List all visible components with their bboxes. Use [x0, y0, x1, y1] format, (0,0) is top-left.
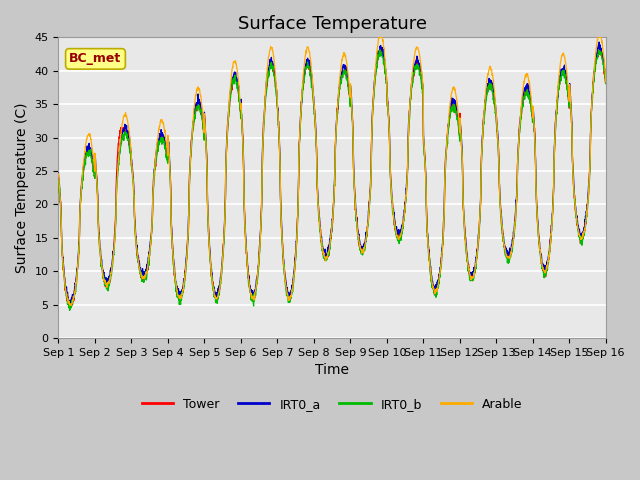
Tower: [492, 106, 499, 111]
IRT0_b: [554, 95, 562, 101]
IRT0_b: [360, 248, 368, 254]
X-axis label: Time: Time: [315, 363, 349, 377]
Title: Surface Temperature: Surface Temperature: [237, 15, 427, 33]
Tower: [554, 94, 561, 99]
Legend: Tower, IRT0_a, IRT0_b, Arable: Tower, IRT0_a, IRT0_b, Arable: [137, 393, 527, 416]
Tower: [348, 109, 356, 115]
Arable: [569, 172, 577, 178]
IRT0_b: [66, 308, 74, 313]
Line: Tower: Tower: [58, 49, 605, 308]
Arable: [602, 79, 609, 85]
IRT0_a: [492, 101, 499, 107]
Line: Arable: Arable: [58, 37, 605, 305]
IRT0_b: [54, 178, 62, 184]
IRT0_b: [602, 81, 609, 86]
Arable: [360, 245, 368, 251]
Arable: [207, 268, 215, 274]
Tower: [596, 46, 604, 52]
IRT0_a: [569, 163, 577, 168]
Y-axis label: Surface Temperature (C): Surface Temperature (C): [15, 103, 29, 273]
Line: IRT0_a: IRT0_a: [58, 42, 605, 306]
IRT0_a: [554, 94, 561, 99]
Tower: [602, 81, 609, 86]
Line: IRT0_b: IRT0_b: [58, 50, 605, 311]
Arable: [375, 35, 383, 40]
Text: BC_met: BC_met: [69, 52, 122, 65]
Arable: [348, 107, 356, 112]
IRT0_a: [66, 303, 74, 309]
IRT0_a: [602, 73, 609, 79]
IRT0_a: [207, 265, 215, 271]
IRT0_b: [569, 173, 577, 179]
IRT0_b: [376, 47, 384, 53]
Tower: [207, 273, 215, 278]
Tower: [569, 165, 577, 171]
Tower: [54, 172, 62, 178]
IRT0_a: [348, 104, 356, 109]
Arable: [492, 100, 499, 106]
IRT0_b: [207, 274, 215, 279]
IRT0_a: [54, 170, 62, 176]
Tower: [66, 305, 74, 311]
IRT0_a: [360, 241, 368, 247]
IRT0_a: [595, 39, 603, 45]
Arable: [54, 171, 62, 177]
Arable: [554, 86, 562, 92]
IRT0_b: [348, 109, 356, 115]
IRT0_b: [492, 109, 499, 115]
Arable: [67, 302, 75, 308]
Tower: [360, 246, 368, 252]
